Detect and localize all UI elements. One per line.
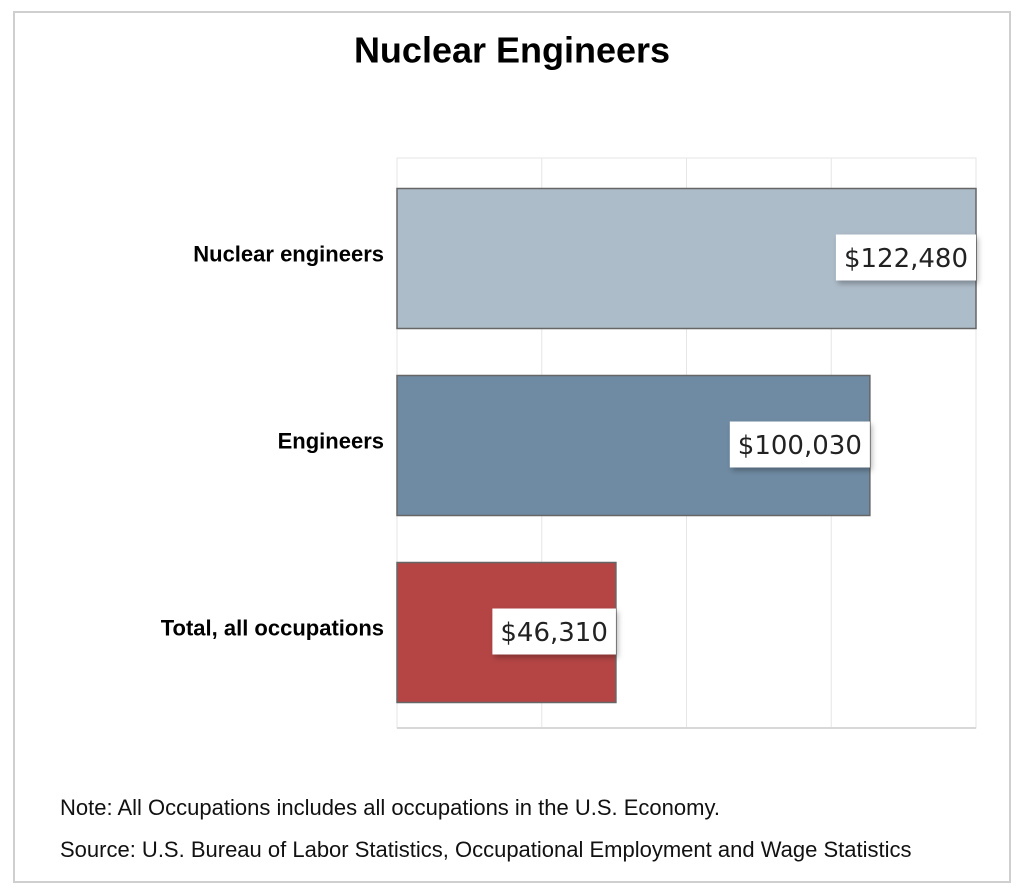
y-tick-label: Engineers [278,428,384,453]
data-label-box [835,234,976,281]
data-label: $122,480 [844,244,968,274]
data-label: $100,030 [738,431,862,461]
data-label-box [729,421,870,468]
chart-title: Nuclear Engineers [354,30,670,71]
data-label: $46,310 [500,618,608,648]
note: Note: All Occupations includes all occup… [60,795,720,820]
y-tick-label: Nuclear engineers [193,241,384,266]
data-label-box [492,608,616,655]
y-tick-label: Total, all occupations [161,615,384,640]
source: Source: U.S. Bureau of Labor Statistics,… [60,837,911,862]
